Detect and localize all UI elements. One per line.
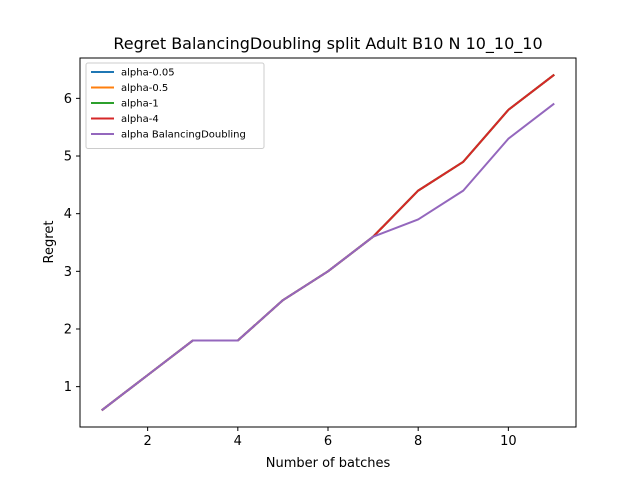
legend-label-4: alpha BalancingDoubling — [121, 130, 246, 141]
legend-label-3: alpha-4 — [121, 114, 159, 125]
y-axis-ticks: 1 2 3 4 5 6 — [64, 92, 80, 395]
y-tick-label: 2 — [64, 322, 72, 337]
x-tick-label: 6 — [324, 434, 332, 449]
legend-box — [85, 62, 265, 149]
x-axis-ticks: 2 4 6 8 10 — [143, 427, 517, 449]
y-tick-label: 6 — [64, 92, 72, 107]
x-tick-label: 8 — [414, 434, 422, 449]
y-axis-label: Regret — [42, 221, 57, 264]
legend-label-2: alpha-1 — [121, 99, 159, 110]
x-tick-label: 10 — [500, 434, 517, 449]
legend-label-1: alpha-0.5 — [121, 83, 168, 94]
y-tick-label: 1 — [64, 380, 72, 395]
chart-title: Regret BalancingDoubling split Adult B10… — [113, 34, 542, 54]
x-tick-label: 4 — [234, 434, 242, 449]
y-tick-label: 4 — [64, 207, 72, 222]
series-line-4 — [101, 102, 555, 412]
series-layer — [101, 73, 555, 412]
x-axis-label: Number of batches — [266, 456, 391, 471]
y-tick-label: 3 — [64, 265, 72, 280]
legend-label-0: alpha-0.05 — [121, 68, 175, 79]
x-tick-label: 2 — [143, 434, 151, 449]
legend: alpha-0.05 alpha-0.5 alpha-1 alpha-4 alpha B… — [85, 62, 265, 149]
y-tick-label: 5 — [64, 150, 72, 165]
